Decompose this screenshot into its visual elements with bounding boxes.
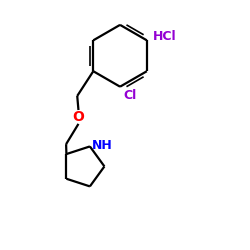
Text: HCl: HCl	[153, 30, 176, 43]
Text: Cl: Cl	[124, 89, 137, 102]
Text: NH: NH	[92, 139, 113, 152]
Text: O: O	[72, 110, 85, 124]
